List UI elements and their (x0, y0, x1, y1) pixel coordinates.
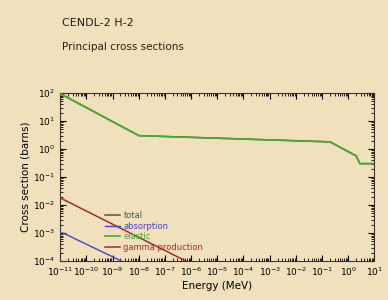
X-axis label: Energy (MeV): Energy (MeV) (182, 281, 252, 291)
Y-axis label: Cross section (barns): Cross section (barns) (20, 122, 30, 232)
Legend: total, absorption, elastic, gamma production: total, absorption, elastic, gamma produc… (105, 211, 203, 252)
Text: CENDL-2 H-2: CENDL-2 H-2 (62, 18, 134, 28)
Text: Principal cross sections: Principal cross sections (62, 42, 184, 52)
